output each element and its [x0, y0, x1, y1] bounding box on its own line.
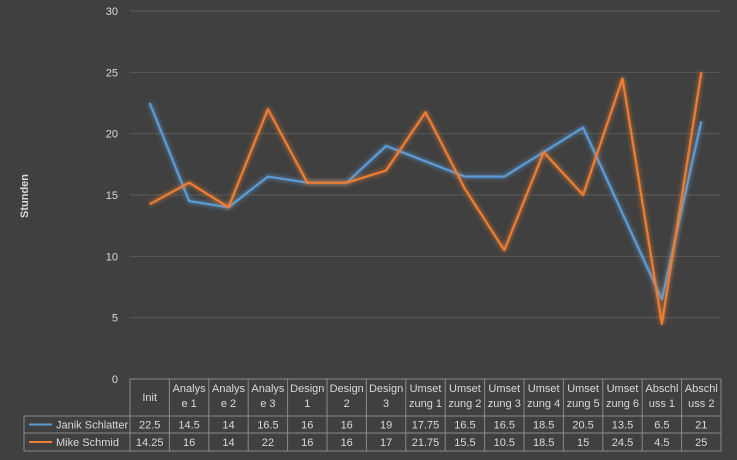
category-label: zung 3 — [488, 398, 521, 410]
data-value: 22.5 — [139, 420, 160, 432]
data-value: 24.5 — [612, 437, 633, 449]
category-label: Abschl — [685, 383, 718, 395]
data-table: Init Analys e 1 Analys e 2 Analys e 3 Design 1 De… — [23, 378, 722, 452]
category-label: Umset — [449, 383, 481, 395]
data-value: 14 — [222, 437, 234, 449]
legend-label: Mike Schmid — [56, 437, 119, 449]
data-value: 4.5 — [654, 437, 669, 449]
category-label: Umset — [607, 383, 639, 395]
data-value: 16 — [301, 420, 313, 432]
category-label: zung 6 — [606, 398, 639, 410]
category-label: uss 2 — [688, 398, 714, 410]
data-value: 16.5 — [257, 420, 278, 432]
data-value: 16.5 — [494, 420, 515, 432]
category-label: Design — [290, 383, 324, 395]
category-label: Umset — [528, 383, 560, 395]
category-label: Design — [330, 383, 364, 395]
data-value: 16 — [341, 437, 353, 449]
category-label: 2 — [344, 398, 350, 410]
category-label: Analys — [212, 383, 246, 395]
category-label: Design — [369, 383, 403, 395]
y-tick-label: 30 — [106, 6, 118, 18]
data-value: 13.5 — [612, 420, 633, 432]
category-label: Umset — [488, 383, 520, 395]
data-value: 21 — [695, 420, 707, 432]
category-label: Umset — [567, 383, 599, 395]
data-value: 15 — [577, 437, 589, 449]
data-value: 14.5 — [178, 420, 199, 432]
y-tick-label: 0 — [112, 374, 118, 386]
data-value: 20.5 — [572, 420, 593, 432]
category-label: zung 5 — [567, 398, 600, 410]
data-value: 16 — [341, 420, 353, 432]
category-label: uss 1 — [649, 398, 675, 410]
series-line-1 — [148, 102, 703, 301]
data-value: 15.5 — [454, 437, 475, 449]
data-value: 16.5 — [454, 420, 475, 432]
data-value: 16 — [301, 437, 313, 449]
y-tick-label: 10 — [106, 251, 118, 263]
y-tick-label: 5 — [112, 313, 118, 325]
y-tick-label: 20 — [106, 129, 118, 141]
y-axis-ticks: 0 5 10 15 20 25 30 — [106, 6, 118, 386]
data-value: 19 — [380, 420, 392, 432]
category-label: zung 1 — [409, 398, 442, 410]
data-value: 6.5 — [654, 420, 669, 432]
data-value: 17 — [380, 437, 392, 449]
series-lines — [148, 72, 703, 325]
y-tick-label: 15 — [106, 190, 118, 202]
data-value: 22 — [262, 437, 274, 449]
category-label: Analys — [173, 383, 207, 395]
data-value: 17.75 — [412, 420, 440, 432]
data-value: 16 — [183, 437, 195, 449]
data-value: 25 — [695, 437, 707, 449]
category-label: 1 — [304, 398, 310, 410]
category-label: e 1 — [181, 398, 196, 410]
category-label: e 3 — [260, 398, 275, 410]
category-label: zung 2 — [448, 398, 481, 410]
data-value: 10.5 — [494, 437, 515, 449]
legend-label: Janik Schlatter — [56, 420, 128, 432]
y-tick-label: 25 — [106, 67, 118, 79]
data-value: 18.5 — [533, 420, 554, 432]
data-value: 18.5 — [533, 437, 554, 449]
data-value: 14.25 — [136, 437, 164, 449]
category-label: 3 — [383, 398, 389, 410]
y-axis-label: Stunden — [19, 174, 31, 218]
category-label: zung 4 — [527, 398, 560, 410]
category-label: Analys — [251, 383, 285, 395]
category-label: Umset — [410, 383, 442, 395]
category-label: e 2 — [221, 398, 236, 410]
data-value: 14 — [222, 420, 234, 432]
series-line-2 — [149, 72, 703, 325]
category-label: Abschl — [645, 383, 678, 395]
gridlines — [130, 10, 721, 319]
category-label: Init — [142, 392, 157, 404]
data-value: 21.75 — [412, 437, 440, 449]
